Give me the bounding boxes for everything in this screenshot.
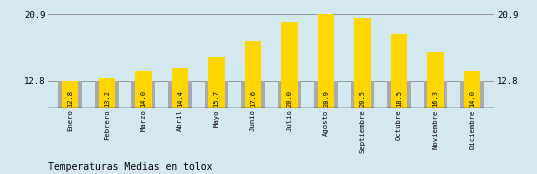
Text: 17.6: 17.6 — [250, 90, 256, 107]
Bar — [278, 81, 301, 108]
Bar — [314, 81, 338, 108]
Text: 14.4: 14.4 — [177, 90, 183, 107]
Text: 18.5: 18.5 — [396, 90, 402, 107]
Bar — [99, 78, 115, 108]
Text: Temperaturas Medias en tolox: Temperaturas Medias en tolox — [48, 162, 213, 172]
Bar — [460, 81, 484, 108]
Text: 12.8: 12.8 — [67, 90, 73, 107]
Bar — [241, 81, 265, 108]
Text: 14.0: 14.0 — [469, 90, 475, 107]
Bar — [351, 81, 374, 108]
Bar — [135, 71, 151, 108]
Bar — [464, 71, 480, 108]
Bar — [205, 81, 228, 108]
Text: 15.7: 15.7 — [213, 90, 220, 107]
Bar — [59, 81, 82, 108]
Text: 13.2: 13.2 — [104, 90, 110, 107]
Bar — [245, 41, 261, 108]
Bar — [391, 34, 407, 108]
Bar — [318, 14, 334, 108]
Bar — [172, 68, 188, 108]
Bar — [281, 22, 297, 108]
Text: 16.3: 16.3 — [433, 90, 439, 107]
Bar — [132, 81, 155, 108]
Bar — [208, 57, 224, 108]
Bar — [168, 81, 192, 108]
Bar — [95, 81, 119, 108]
Bar — [424, 81, 447, 108]
Bar — [387, 81, 411, 108]
Bar — [354, 18, 371, 108]
Text: 14.0: 14.0 — [140, 90, 146, 107]
Text: 20.9: 20.9 — [323, 90, 329, 107]
Text: 20.5: 20.5 — [359, 90, 366, 107]
Text: 20.0: 20.0 — [286, 90, 293, 107]
Bar — [62, 81, 78, 108]
Bar — [427, 52, 444, 108]
